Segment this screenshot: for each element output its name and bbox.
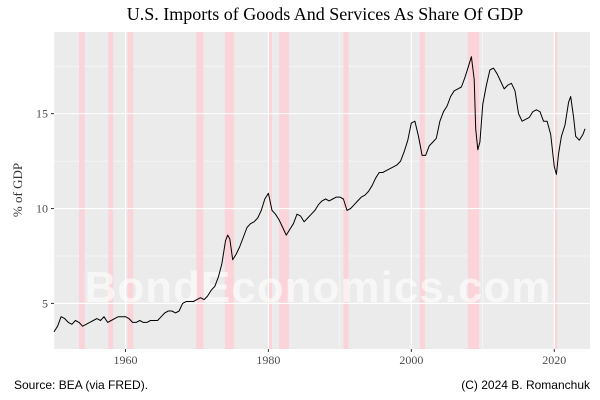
- recession-band: [419, 32, 425, 349]
- recession-band: [196, 32, 204, 349]
- series-line: [53, 56, 586, 333]
- y-tick-label: 10: [36, 202, 48, 216]
- series-group: [53, 56, 586, 333]
- recession-band: [343, 32, 349, 349]
- y-tick-label: 15: [36, 107, 48, 121]
- x-tick-label: 1980: [256, 353, 280, 367]
- recession-band: [224, 32, 235, 349]
- x-tick-label: 2000: [399, 353, 423, 367]
- recession-band: [467, 32, 480, 349]
- watermark: BondEconomics.com: [85, 263, 552, 312]
- x-tick-label: 1960: [113, 353, 137, 367]
- copyright-note: (C) 2024 B. Romanchuk: [461, 378, 591, 392]
- x-axis-ticks: 1960 1980 2000 2020: [113, 349, 566, 367]
- recession-band: [268, 32, 272, 349]
- recession-band: [79, 32, 85, 349]
- x-tick-label: 2020: [542, 353, 566, 367]
- recession-band: [108, 32, 114, 349]
- source-note: Source: BEA (via FRED).: [14, 378, 148, 392]
- recession-bands: [79, 32, 558, 349]
- chart-title: U.S. Imports of Goods And Services As Sh…: [127, 4, 523, 24]
- plot-panel: [54, 32, 590, 349]
- recession-band: [554, 32, 558, 349]
- recession-band: [127, 32, 134, 349]
- major-gridlines: [54, 32, 590, 349]
- y-axis-label: % of GDP: [10, 163, 25, 217]
- recession-band: [279, 32, 290, 349]
- y-axis-ticks: 5 10 15: [36, 107, 54, 310]
- y-tick-label: 5: [42, 296, 48, 310]
